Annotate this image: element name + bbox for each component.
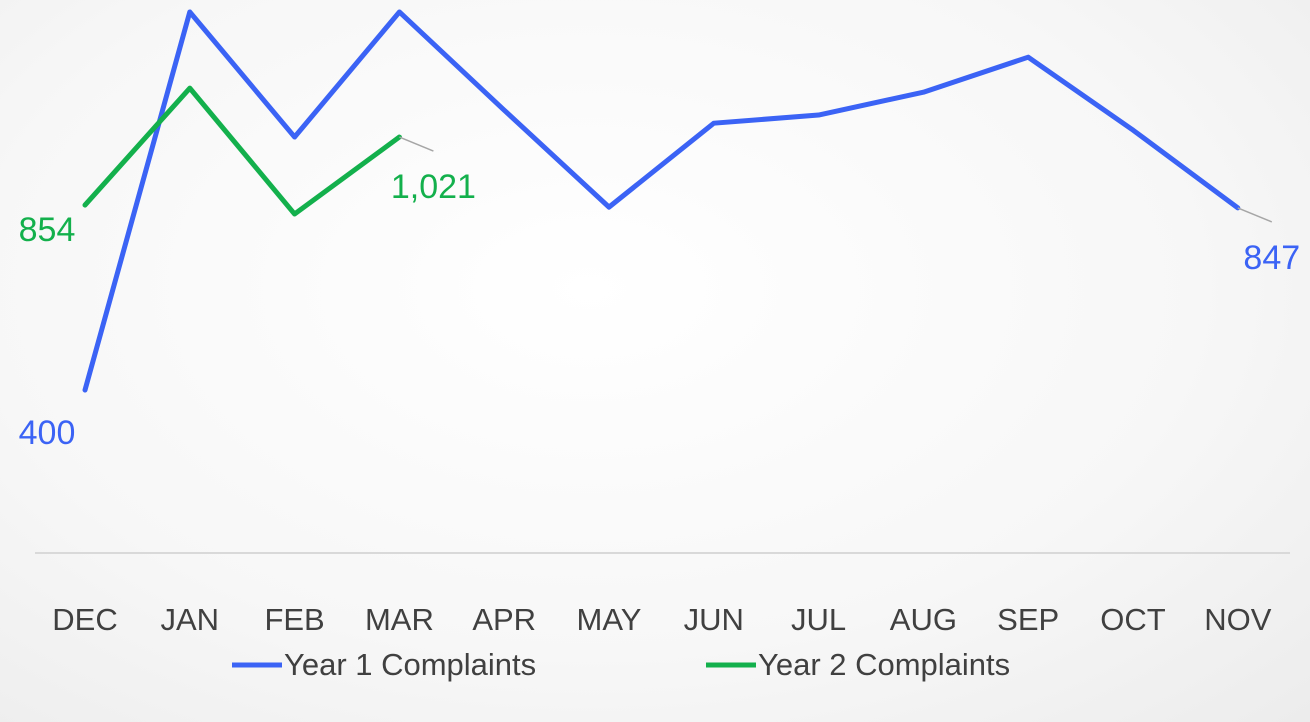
x-tick-label: OCT bbox=[1100, 602, 1166, 637]
x-tick-label: APR bbox=[472, 602, 536, 637]
x-tick-label: JUN bbox=[684, 602, 744, 637]
label-leader bbox=[399, 136, 434, 152]
data-label: 854 bbox=[19, 211, 76, 249]
series-line bbox=[82, 85, 402, 217]
data-label: 847 bbox=[1243, 239, 1300, 277]
legend-label: Year 1 Complaints bbox=[284, 647, 536, 682]
legend-label: Year 2 Complaints bbox=[758, 647, 1010, 682]
data-label: 400 bbox=[19, 414, 76, 452]
x-tick-label: MAY bbox=[577, 602, 642, 637]
x-tick-label: MAR bbox=[365, 602, 434, 637]
x-tick-label: DEC bbox=[52, 602, 117, 637]
x-tick-label: AUG bbox=[890, 602, 957, 637]
x-tick-label: JAN bbox=[161, 602, 220, 637]
x-tick-label: SEP bbox=[997, 602, 1059, 637]
x-tick-label: NOV bbox=[1204, 602, 1272, 637]
data-label: 1,021 bbox=[391, 168, 476, 206]
x-tick-label: FEB bbox=[264, 602, 324, 637]
x-tick-label: JUL bbox=[791, 602, 846, 637]
label-leader bbox=[1237, 207, 1273, 223]
series-line bbox=[82, 9, 1241, 393]
